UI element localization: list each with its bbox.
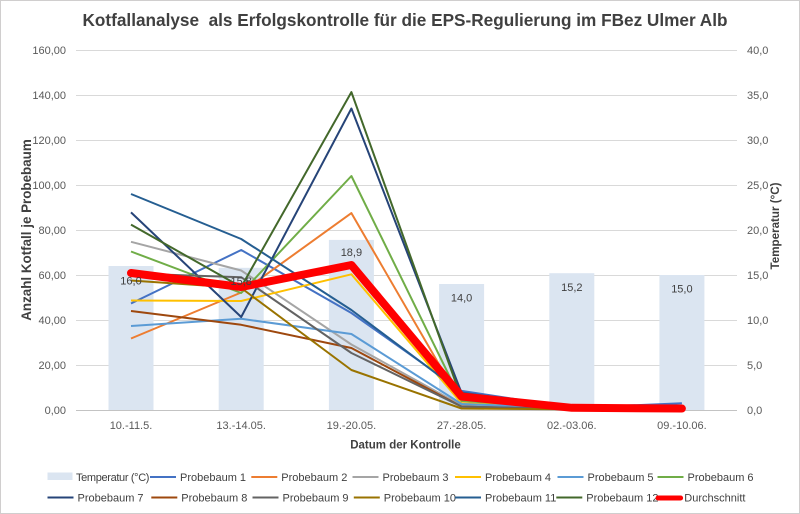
svg-text:Probebaum 5: Probebaum 5 <box>588 472 654 484</box>
svg-text:20,0: 20,0 <box>747 225 768 237</box>
svg-text:18,9: 18,9 <box>341 247 362 259</box>
svg-text:80,00: 80,00 <box>38 225 66 237</box>
svg-text:14,0: 14,0 <box>451 293 472 305</box>
svg-text:Probebaum 6: Probebaum 6 <box>688 472 754 484</box>
svg-text:Probebaum 4: Probebaum 4 <box>485 472 551 484</box>
svg-text:120,00: 120,00 <box>32 135 66 147</box>
svg-text:Temperatur (°C): Temperatur (°C) <box>76 472 149 484</box>
svg-text:19.-20.05.: 19.-20.05. <box>327 420 377 432</box>
svg-text:10.-11.5.: 10.-11.5. <box>110 420 153 432</box>
svg-text:13.-14.05.: 13.-14.05. <box>216 420 266 432</box>
svg-text:Probebaum 1: Probebaum 1 <box>180 472 246 484</box>
svg-text:15,2: 15,2 <box>561 282 582 294</box>
svg-text:Anzahl Kotfall je Probebaum: Anzahl Kotfall je Probebaum <box>19 139 34 321</box>
svg-text:27.-28.05.: 27.-28.05. <box>437 420 487 432</box>
svg-text:15,0: 15,0 <box>671 284 692 296</box>
svg-text:Probebaum 3: Probebaum 3 <box>383 472 449 484</box>
svg-text:16,0: 16,0 <box>120 276 141 288</box>
svg-text:Probebaum 12: Probebaum 12 <box>586 493 658 505</box>
svg-text:60,00: 60,00 <box>38 270 66 282</box>
svg-text:40,0: 40,0 <box>747 45 768 57</box>
svg-text:Probebaum 7: Probebaum 7 <box>78 493 144 505</box>
svg-text:30,0: 30,0 <box>747 135 768 147</box>
svg-text:Durchschnitt: Durchschnitt <box>684 493 745 505</box>
svg-text:15,0: 15,0 <box>747 270 768 282</box>
svg-text:160,00: 160,00 <box>32 45 66 57</box>
svg-text:02.-03.06.: 02.-03.06. <box>547 420 597 432</box>
svg-text:100,00: 100,00 <box>32 180 66 192</box>
svg-text:20,00: 20,00 <box>38 360 66 372</box>
svg-text:15,8: 15,8 <box>230 276 251 288</box>
svg-text:40,00: 40,00 <box>38 315 66 327</box>
svg-text:Probebaum 10: Probebaum 10 <box>384 493 456 505</box>
svg-text:10,0: 10,0 <box>747 315 768 327</box>
svg-text:5,0: 5,0 <box>747 360 762 372</box>
svg-text:0,00: 0,00 <box>45 405 66 417</box>
svg-text:0,0: 0,0 <box>747 405 762 417</box>
svg-text:Kotfallanalyse als Erfolgskon: Kotfallanalyse als Erfolgskontrolle für … <box>83 10 728 30</box>
svg-text:35,0: 35,0 <box>747 90 768 102</box>
svg-text:140,00: 140,00 <box>32 90 66 102</box>
svg-text:Datum der Kontrolle: Datum der Kontrolle <box>350 440 461 452</box>
svg-text:Probebaum 8: Probebaum 8 <box>181 493 247 505</box>
svg-text:09.-10.06.: 09.-10.06. <box>657 420 707 432</box>
svg-text:Probebaum 9: Probebaum 9 <box>283 493 349 505</box>
svg-text:Probebaum 11: Probebaum 11 <box>485 493 556 505</box>
svg-text:25,0: 25,0 <box>747 180 768 192</box>
svg-text:Temperatur (°C): Temperatur (°C) <box>769 182 782 269</box>
svg-text:Probebaum 2: Probebaum 2 <box>281 472 347 484</box>
